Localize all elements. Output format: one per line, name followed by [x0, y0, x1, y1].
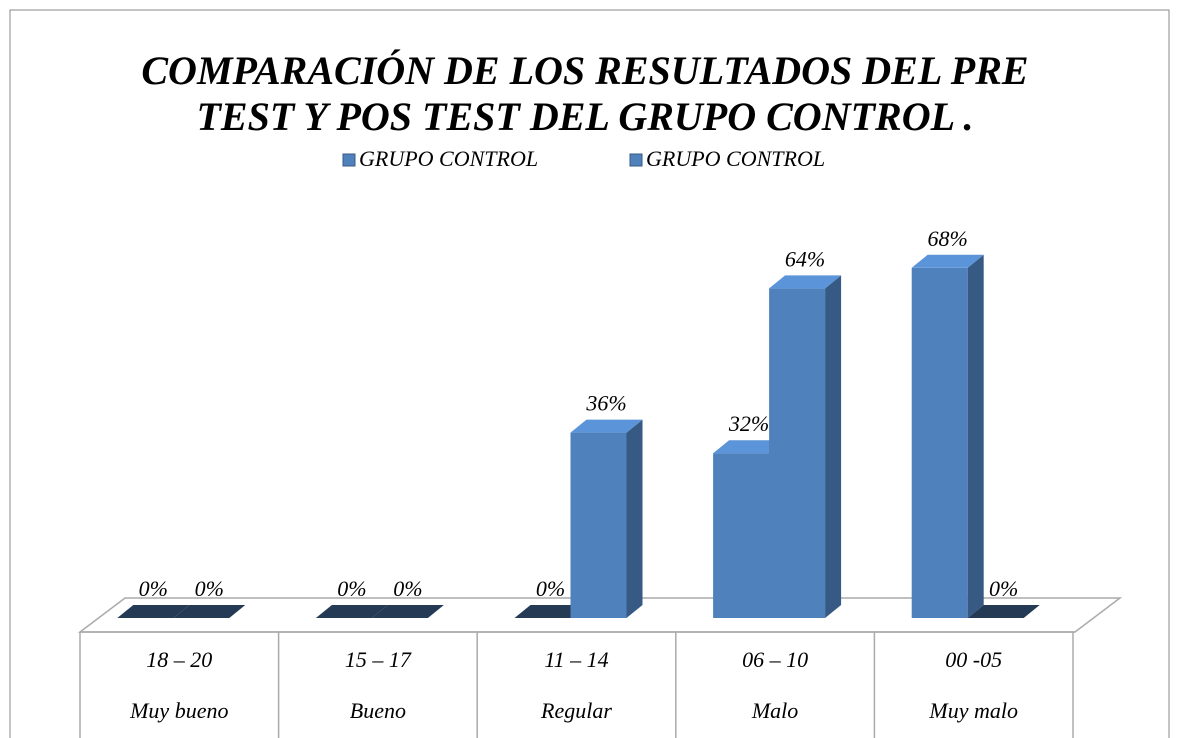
legend-marker	[342, 153, 356, 167]
value-label: 0%	[989, 576, 1018, 601]
bar	[173, 605, 246, 618]
bar-top	[769, 275, 842, 289]
value-label: 32%	[728, 411, 769, 436]
value-label: 0%	[139, 576, 168, 601]
chart-title: TEST Y POS TEST DEL GRUPO CONTROL .	[196, 94, 973, 139]
legend-label: GRUPO CONTROL	[359, 146, 538, 171]
legend-marker	[629, 153, 643, 167]
x-tick-label: 15 – 17	[345, 647, 412, 672]
bar	[117, 605, 190, 618]
bar	[570, 432, 627, 618]
bar	[514, 605, 587, 618]
x-tick-label: Bueno	[350, 698, 406, 723]
x-tick-label: 06 – 10	[742, 647, 808, 672]
bar-top	[713, 440, 786, 454]
bar	[713, 453, 770, 618]
value-label: 0%	[195, 576, 224, 601]
value-label: 68%	[928, 226, 968, 251]
chart-title: COMPARACIÓN DE LOS RESULTADOS DEL PRE	[141, 48, 1028, 93]
bar	[911, 267, 968, 618]
x-tick-label: Muy bueno	[129, 698, 228, 723]
bar	[769, 288, 826, 618]
bar-side	[967, 254, 984, 619]
value-label: 36%	[585, 391, 626, 416]
bar-side	[626, 419, 643, 618]
value-label: 64%	[785, 246, 825, 271]
bar-top	[911, 254, 984, 268]
x-tick-label: Muy malo	[928, 698, 1018, 723]
bar	[371, 605, 444, 618]
bar	[315, 605, 388, 618]
bar-top	[570, 419, 643, 433]
bar-side	[825, 275, 842, 618]
x-tick-label: 11 – 14	[544, 647, 608, 672]
value-label: 0%	[536, 576, 565, 601]
bar	[967, 605, 1040, 618]
value-label: 0%	[337, 576, 366, 601]
legend-label: GRUPO CONTROL	[646, 146, 825, 171]
x-tick-label: Regular	[540, 698, 612, 723]
x-tick-label: 18 – 20	[146, 647, 212, 672]
value-label: 0%	[393, 576, 422, 601]
x-tick-label: Malo	[751, 698, 798, 723]
x-tick-label: 00 -05	[945, 647, 1002, 672]
